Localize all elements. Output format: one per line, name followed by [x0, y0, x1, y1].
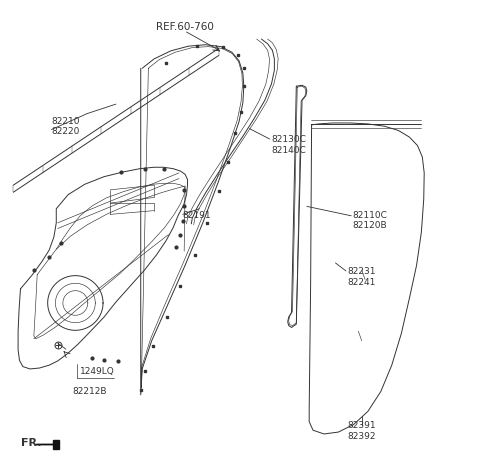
Text: 82231
82241: 82231 82241 [348, 267, 376, 287]
Text: 82191: 82191 [183, 211, 211, 220]
Text: 1249LQ: 1249LQ [80, 367, 115, 376]
Polygon shape [36, 439, 59, 449]
Text: FR.: FR. [22, 438, 42, 448]
Text: 82212B: 82212B [72, 387, 107, 396]
Text: REF.60-760: REF.60-760 [156, 22, 214, 32]
Text: 82391
82392: 82391 82392 [348, 421, 376, 441]
Text: 82210
82220: 82210 82220 [51, 117, 80, 136]
Text: 82110C
82120B: 82110C 82120B [352, 211, 387, 230]
Text: 82130C
82140C: 82130C 82140C [271, 136, 306, 155]
